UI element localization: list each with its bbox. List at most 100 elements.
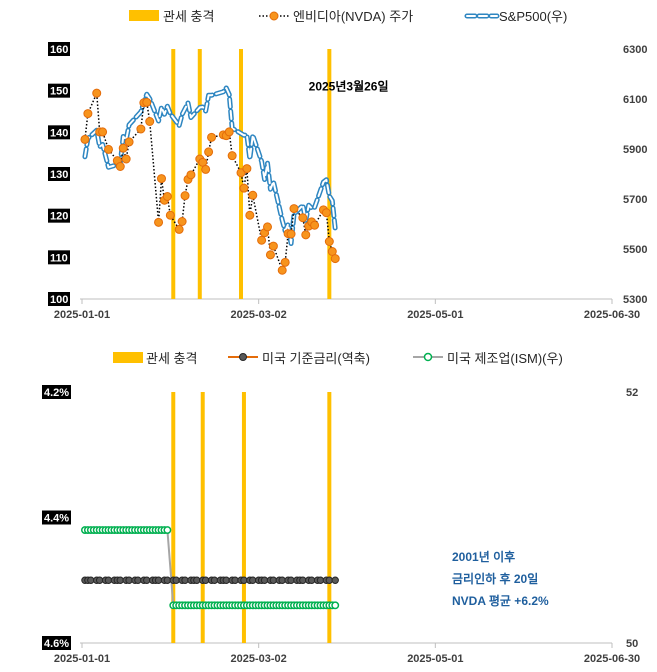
tariff-shock-bar — [197, 49, 202, 299]
xtick-label: 2025-05-01 — [407, 309, 463, 321]
top-chart: 관세 충격 엔비디아(NVDA) 주가 S&P500(우) 1601501401… — [48, 9, 647, 321]
annotation-date-label: 2025년3월26일 — [309, 79, 389, 94]
bottom-tariff-bars — [171, 392, 332, 643]
top-legend: 관세 충격 엔비디아(NVDA) 주가 S&P500(우) — [129, 9, 567, 24]
nvda-point — [186, 170, 196, 180]
nvda-point — [277, 265, 287, 275]
xtick-label: 2025-03-02 — [231, 653, 287, 665]
bottom-y-axis-right: 52 50 — [626, 387, 638, 650]
ytick-left-label: 4.2% — [44, 387, 69, 399]
nvda-point — [310, 220, 320, 230]
ytick-left-label: 150 — [50, 86, 68, 98]
ytick-left-box — [48, 250, 70, 265]
ytick-left-box — [42, 636, 71, 650]
tariff-shock-bar — [241, 392, 246, 643]
xtick-label: 2025-01-01 — [54, 309, 110, 321]
tariff-shock-bar — [327, 392, 332, 643]
nvda-point — [324, 237, 334, 246]
legend-rate-icon — [228, 353, 258, 361]
nvda-line — [84, 92, 336, 273]
legend-nvda-label: 엔비디아(NVDA) 주가 — [293, 9, 413, 24]
bottom-x-axis: 2025-01-01 2025-03-02 2025-05-01 2025-06-30 — [54, 643, 640, 665]
ism-line — [84, 529, 336, 607]
nvda-point — [263, 222, 272, 232]
ytick-right-label: 5700 — [623, 194, 647, 206]
nvda-point — [124, 137, 134, 147]
tariff-shock-bar — [171, 392, 176, 643]
nvda-point — [80, 134, 90, 144]
legend-tariff-label-2: 관세 충격 — [146, 351, 197, 366]
legend-rate-label: 미국 기준금리(역축) — [262, 351, 370, 366]
ytick-left-label: 4.4% — [44, 513, 69, 525]
xtick-label: 2025-03-02 — [231, 309, 287, 321]
legend-tariff-label: 관세 충격 — [163, 9, 214, 24]
nvda-point — [268, 241, 278, 251]
ytick-left-box — [42, 385, 71, 399]
nvda-point — [248, 190, 258, 200]
ism-point — [331, 601, 340, 610]
rate-point — [331, 576, 339, 584]
nvda-point — [245, 210, 255, 220]
nvda-point — [136, 124, 146, 134]
legend-ism-label: 미국 제조업(ISM)(우) — [447, 351, 563, 366]
nvda-point — [280, 257, 290, 267]
legend-tariff-swatch — [129, 10, 159, 21]
ytick-right-label: 5900 — [623, 144, 647, 156]
top-x-axis: 2025-01-01 2025-03-02 2025-05-01 2025-06-30 — [54, 299, 640, 321]
nvda-point — [224, 127, 234, 137]
bottom-y-axis-left: 4.2% 4.4% 4.6% — [42, 385, 71, 650]
nvda-point — [142, 97, 152, 107]
ytick-left-label: 160 — [50, 44, 68, 56]
nvda-point — [121, 154, 131, 164]
ytick-right-label: 6300 — [623, 44, 647, 56]
nvda-point — [174, 224, 184, 234]
ytick-right-label: 5300 — [623, 294, 647, 306]
ytick-right-label: 52 — [626, 387, 638, 399]
nvda-point — [92, 88, 102, 98]
note-box: 2001년 이후 금리인하 후 20일 NVDA 평균 +6.2% — [452, 549, 549, 608]
nvda-point — [330, 254, 340, 264]
ytick-left-box — [48, 42, 70, 56]
nvda-point — [180, 191, 190, 201]
ytick-left-box — [48, 125, 70, 140]
nvda-point — [118, 143, 128, 153]
nvda-point — [115, 162, 125, 171]
legend-ism-icon — [413, 352, 443, 362]
note-line-1: 2001년 이후 — [452, 549, 515, 564]
nvda-point — [98, 127, 108, 137]
top-y-axis-right: 6300 6100 5900 5700 5500 5300 — [623, 44, 647, 306]
nvda-point — [227, 151, 237, 161]
nvda-series — [80, 88, 340, 275]
ism-point — [163, 526, 172, 534]
ytick-left-label: 100 — [50, 294, 68, 306]
tariff-shock-bar — [327, 49, 332, 299]
ism-series — [80, 526, 340, 610]
nvda-point — [257, 235, 267, 245]
nvda-point — [177, 217, 187, 226]
nvda-point — [157, 174, 166, 184]
legend-nvda-icon — [259, 11, 289, 21]
ytick-left-label: 130 — [50, 169, 68, 181]
nvda-point — [104, 144, 113, 154]
nvda-point — [301, 230, 311, 240]
legend-tariff-swatch-2 — [113, 352, 143, 363]
ytick-left-label: 120 — [50, 211, 68, 223]
bottom-legend: 관세 충격 미국 기준금리(역축) 미국 제조업(ISM)(우) — [113, 351, 563, 366]
nvda-point — [162, 192, 172, 201]
note-line-3: NVDA 평균 +6.2% — [452, 594, 549, 608]
rate-series — [81, 576, 339, 584]
xtick-label: 2025-05-01 — [407, 653, 463, 665]
ytick-right-label: 50 — [626, 638, 638, 650]
nvda-point — [204, 147, 214, 157]
nvda-point — [242, 164, 252, 174]
top-y-axis-left: 160 150 140 130 120 110 100 — [48, 42, 70, 306]
legend-sp500-label: S&P500(우) — [499, 9, 567, 24]
xtick-label: 2025-06-30 — [584, 309, 640, 321]
nvda-point — [83, 109, 93, 119]
ytick-left-box — [42, 510, 71, 525]
note-line-2: 금리인하 후 20일 — [452, 571, 538, 586]
ytick-left-box — [48, 208, 70, 223]
xtick-label: 2025-06-30 — [584, 653, 640, 665]
nvda-point — [298, 213, 308, 223]
